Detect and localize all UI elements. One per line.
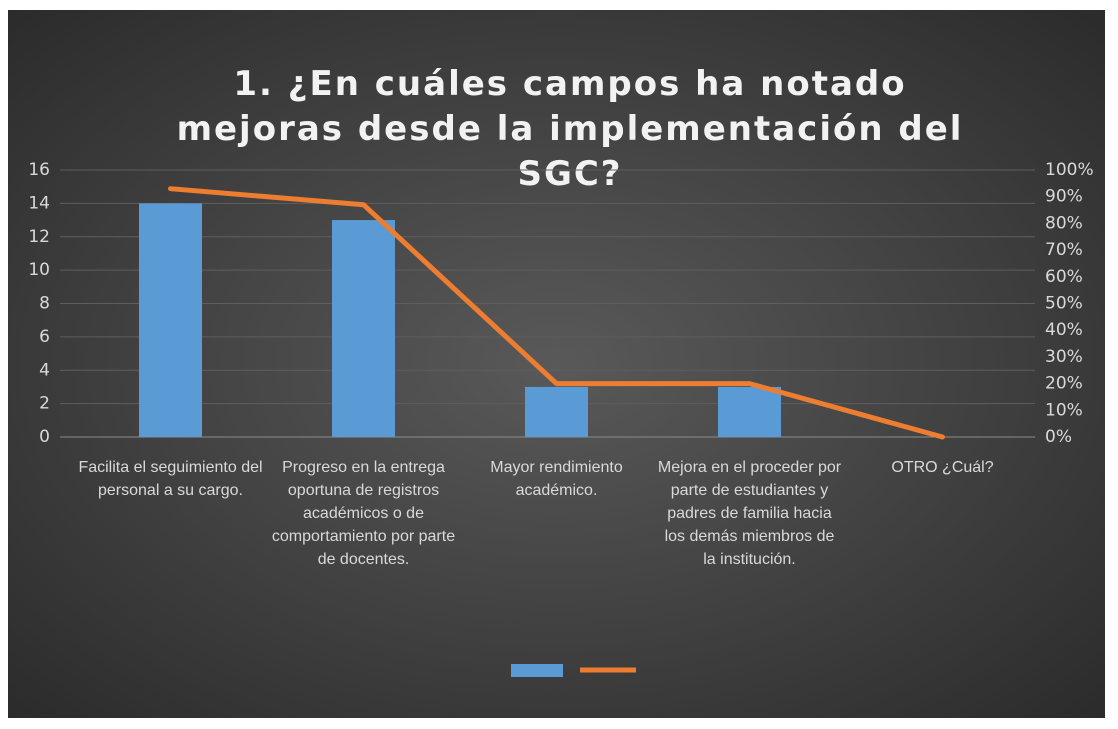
y2-tick-label: 0% xyxy=(1045,427,1072,447)
chart-title: 1. ¿En cuáles campos ha notado mejoras d… xyxy=(176,64,964,194)
legend-swatch xyxy=(511,664,563,677)
y2-tick-label: 20% xyxy=(1045,374,1083,394)
line xyxy=(168,186,945,440)
bar xyxy=(139,203,202,437)
y-tick-label: 6 xyxy=(39,327,50,347)
bar xyxy=(525,386,588,437)
y-tick-label: 10 xyxy=(28,260,50,280)
y-tick-label: 16 xyxy=(28,160,50,180)
y-tick-label: 2 xyxy=(39,394,50,414)
y2-tick-label: 90% xyxy=(1045,187,1083,207)
bar xyxy=(718,386,781,437)
y2-tick-label: 50% xyxy=(1045,294,1083,314)
y2-tick-label: 30% xyxy=(1045,347,1083,367)
y2-tick-label: 80% xyxy=(1045,213,1083,233)
x-tick-label: Progreso en la entrega oportuna de regis… xyxy=(271,459,456,568)
y2-tick-label: 10% xyxy=(1045,400,1083,420)
y2-tick-label: 60% xyxy=(1045,267,1083,287)
y2-tick-label: 70% xyxy=(1045,240,1083,260)
y-tick-label: 8 xyxy=(39,294,50,314)
x-tick-label: Mayor rendimiento académico. xyxy=(490,459,623,499)
y-tick-label: 14 xyxy=(28,193,50,213)
bar xyxy=(332,220,395,437)
x-tick-label: Mejora en el proceder por parte de estud… xyxy=(657,459,842,568)
x-tick-label: OTRO ¿Cuál? xyxy=(891,459,994,476)
y2-tick-label: 40% xyxy=(1045,320,1083,340)
y-tick-label: 12 xyxy=(28,227,50,247)
y-tick-label: 4 xyxy=(39,360,50,380)
y2-tick-label: 100% xyxy=(1045,160,1094,180)
x-tick-label: Facilita el seguimiento del personal a s… xyxy=(78,459,263,499)
y-tick-label: 0 xyxy=(39,427,50,447)
